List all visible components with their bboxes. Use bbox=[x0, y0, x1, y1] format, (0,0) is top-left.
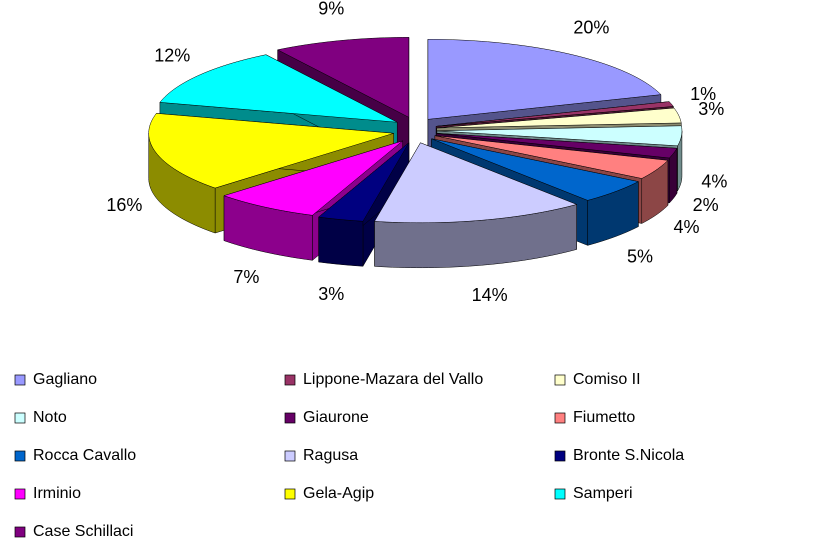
legend-label: Fiumetto bbox=[573, 409, 635, 426]
data-label: 4% bbox=[701, 172, 727, 192]
data-label: 16% bbox=[106, 195, 142, 215]
slice-top bbox=[436, 107, 682, 129]
data-label: 1% bbox=[690, 84, 716, 104]
legend-label: Noto bbox=[33, 409, 67, 426]
legend-label: Case Schillaci bbox=[33, 523, 133, 540]
slice-wall bbox=[318, 216, 364, 267]
slice-top bbox=[436, 133, 678, 159]
slice-top bbox=[159, 54, 398, 123]
legend-swatch bbox=[284, 412, 296, 424]
data-label: 7% bbox=[233, 267, 259, 287]
legend-swatch bbox=[284, 450, 296, 462]
data-label: 2% bbox=[693, 195, 719, 215]
legend-label: Samperi bbox=[573, 485, 633, 502]
data-label: 3% bbox=[698, 99, 724, 119]
slice-top bbox=[427, 39, 662, 120]
data-label: 4% bbox=[673, 217, 699, 237]
legend-swatch bbox=[554, 450, 566, 462]
slice-top bbox=[431, 138, 640, 201]
legend-label: Comiso II bbox=[573, 371, 641, 388]
data-label: 20% bbox=[573, 18, 609, 38]
legend-label: Lippone-Mazara del Vallo bbox=[303, 371, 483, 388]
legend-swatch bbox=[284, 488, 296, 500]
legend-swatch bbox=[14, 374, 26, 386]
legend-swatch bbox=[554, 488, 566, 500]
slice-top bbox=[276, 37, 410, 118]
slice-top bbox=[436, 101, 674, 127]
legend-swatch bbox=[14, 526, 26, 538]
legend-label: Gagliano bbox=[33, 371, 97, 388]
data-label: 9% bbox=[318, 0, 344, 19]
data-label: 5% bbox=[627, 246, 653, 266]
slice-top bbox=[434, 135, 669, 179]
data-label: 14% bbox=[472, 285, 508, 305]
legend-swatch bbox=[554, 412, 566, 424]
legend-label: Bronte S.Nicola bbox=[573, 447, 684, 464]
legend-label: Rocca Cavallo bbox=[33, 447, 136, 464]
legend-swatch bbox=[14, 450, 26, 462]
legend-label: Irminio bbox=[33, 485, 81, 502]
legend-swatch bbox=[554, 374, 566, 386]
legend-swatch bbox=[284, 374, 296, 386]
legend-swatch bbox=[14, 488, 26, 500]
slice-top bbox=[374, 142, 578, 224]
slice-top bbox=[436, 125, 683, 147]
legend-label: Ragusa bbox=[303, 447, 358, 464]
slice-top bbox=[318, 142, 410, 222]
slice-top bbox=[148, 113, 394, 189]
legend-label: Giaurone bbox=[303, 409, 369, 426]
data-label: 3% bbox=[318, 284, 344, 304]
legend-label: Gela-Agip bbox=[303, 485, 374, 502]
legend-swatch bbox=[14, 412, 26, 424]
data-label: 12% bbox=[154, 45, 190, 65]
slice-top bbox=[223, 140, 403, 216]
slice bbox=[374, 141, 578, 269]
